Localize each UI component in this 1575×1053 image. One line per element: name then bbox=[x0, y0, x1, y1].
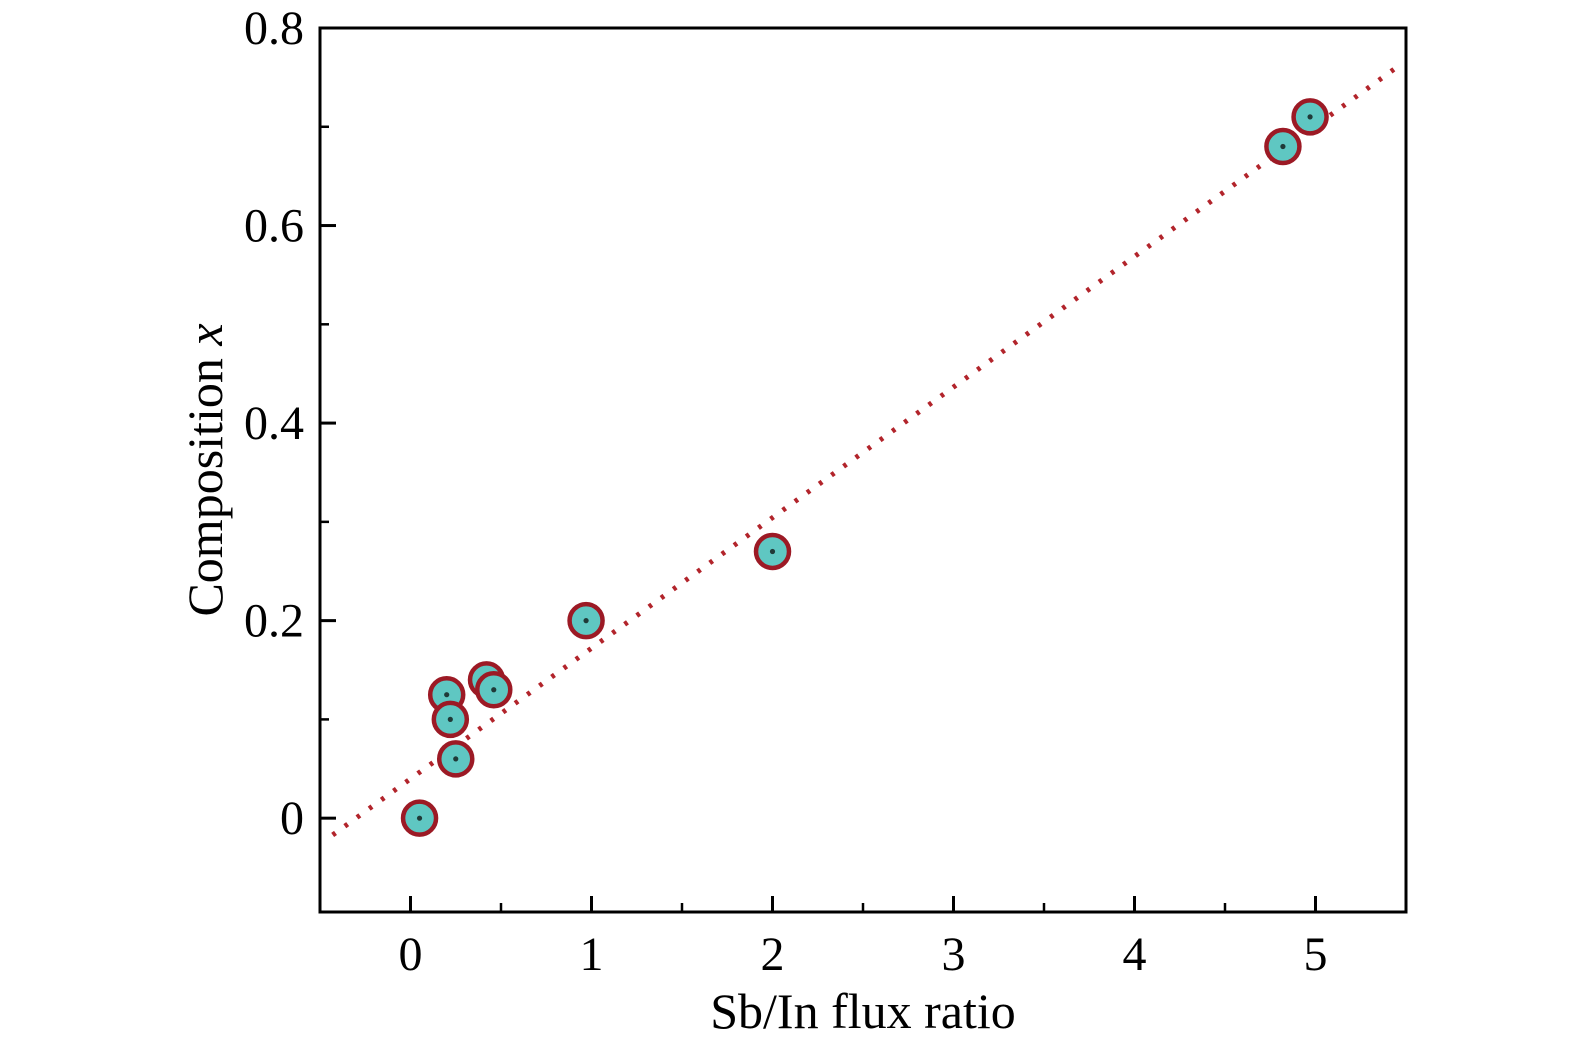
fit-line bbox=[331, 62, 1403, 837]
y-tick-label: 0.4 bbox=[244, 397, 304, 450]
y-tick-label: 0.2 bbox=[244, 595, 304, 648]
y-axis-title-variable: x bbox=[177, 323, 233, 346]
data-point-center-dot bbox=[1280, 143, 1286, 150]
y-axis-title: Composition x bbox=[177, 323, 233, 617]
x-tick-label: 1 bbox=[580, 928, 604, 981]
data-point-center-dot bbox=[491, 687, 497, 693]
x-tick-label: 5 bbox=[1304, 928, 1328, 981]
x-tick-label: 2 bbox=[761, 928, 785, 981]
x-tick-label: 4 bbox=[1123, 928, 1147, 981]
y-tick-label: 0 bbox=[280, 792, 304, 845]
x-tick-label: 0 bbox=[399, 928, 423, 981]
plot-frame bbox=[318, 26, 1408, 914]
data-point-center-dot bbox=[583, 618, 589, 624]
x-axis-title: Sb/In flux ratio bbox=[710, 983, 1016, 1039]
data-point-center-dot bbox=[453, 756, 459, 762]
y-axis-title-text: Composition bbox=[177, 345, 233, 617]
y-tick-label: 0.6 bbox=[244, 200, 304, 253]
x-tick-label: 3 bbox=[942, 928, 966, 981]
data-point-center-dot bbox=[444, 692, 450, 698]
data-point-center-dot bbox=[416, 815, 423, 821]
data-point-center-dot bbox=[447, 716, 453, 722]
data-point-center-dot bbox=[769, 548, 776, 555]
y-tick-label: 0.8 bbox=[244, 2, 304, 55]
data-point-center-dot bbox=[1307, 114, 1313, 120]
